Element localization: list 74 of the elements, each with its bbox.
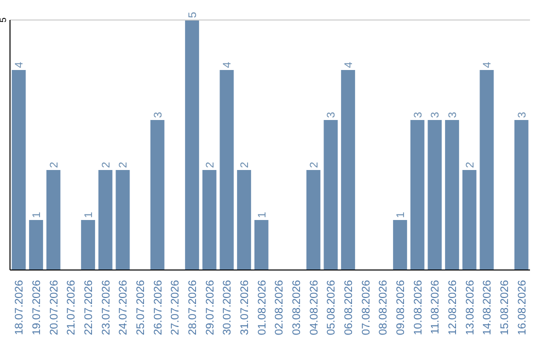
- x-tick-label: 08.08.2026: [378, 280, 390, 336]
- bar: [116, 170, 130, 270]
- x-tick-label: 30.07.2026: [222, 280, 234, 336]
- data-label: 4: [482, 62, 494, 68]
- bar: [514, 120, 528, 270]
- x-tick-label: 20.07.2026: [48, 280, 60, 336]
- data-label: 1: [395, 212, 408, 218]
- bar: [81, 220, 96, 270]
- bar: [98, 170, 112, 270]
- x-tick-label: 03.08.2026: [291, 280, 303, 336]
- x-tick-label: 16.08.2026: [516, 280, 528, 336]
- data-label: 2: [464, 162, 476, 168]
- bar: [185, 20, 200, 270]
- data-label: 3: [516, 112, 528, 118]
- bar: [341, 70, 356, 270]
- bar: [428, 120, 442, 270]
- data-label: 3: [430, 112, 442, 118]
- bar: [220, 70, 234, 270]
- x-tick-label: 14.08.2026: [482, 280, 494, 336]
- x-tick-label: 04.08.2026: [308, 280, 320, 336]
- bar: [462, 170, 476, 270]
- x-tick-label: 31.07.2026: [239, 280, 251, 336]
- bar: [29, 220, 44, 270]
- x-tick-label: 15.08.2026: [499, 280, 511, 336]
- data-label: 2: [308, 162, 320, 168]
- data-label: 2: [100, 162, 112, 168]
- data-label: 3: [447, 112, 460, 118]
- bar: [237, 170, 252, 270]
- data-label: 2: [239, 162, 252, 168]
- bar: [150, 120, 164, 270]
- x-tick-label: 23.07.2026: [100, 280, 112, 336]
- data-label: 1: [31, 212, 44, 218]
- x-tick-label: 12.08.2026: [447, 280, 459, 336]
- data-label: 2: [204, 162, 216, 168]
- x-tick-label: 22.07.2026: [83, 280, 95, 336]
- bar: [410, 120, 424, 270]
- bar: [480, 70, 494, 270]
- x-tick-label: 10.08.2026: [412, 280, 424, 336]
- data-label: 2: [48, 162, 60, 168]
- bar: [324, 120, 338, 270]
- data-label: 4: [343, 62, 356, 68]
- bar: [12, 70, 26, 270]
- data-label: 3: [412, 112, 424, 118]
- x-tick-label: 29.07.2026: [204, 280, 216, 336]
- x-tick-label: 27.07.2026: [170, 280, 182, 336]
- x-tick-label: 05.08.2026: [326, 280, 338, 336]
- x-tick-label: 28.07.2026: [187, 280, 199, 336]
- bar: [254, 220, 268, 270]
- data-label: 4: [222, 62, 234, 68]
- bar: [202, 170, 216, 270]
- x-tick-label: 01.08.2026: [256, 280, 268, 336]
- x-tick-label: 19.07.2026: [31, 280, 43, 336]
- x-tick-label: 13.08.2026: [464, 280, 476, 336]
- x-tick-label: 26.07.2026: [152, 280, 164, 336]
- x-tick-label: 24.07.2026: [118, 280, 130, 336]
- x-tick-label: 02.08.2026: [274, 280, 286, 336]
- x-tick-label: 25.07.2026: [135, 280, 147, 336]
- bar: [445, 120, 460, 270]
- data-label: 3: [326, 112, 338, 118]
- x-tick-label: 11.08.2026: [430, 280, 442, 334]
- bar: [393, 220, 408, 270]
- x-tick-label: 21.07.2026: [66, 280, 78, 336]
- data-label: 1: [256, 212, 268, 218]
- data-label: 3: [152, 112, 164, 118]
- x-tick-label: 06.08.2026: [343, 280, 355, 336]
- data-label: 2: [118, 162, 130, 168]
- data-label: 1: [83, 212, 96, 218]
- x-tick-label: 18.07.2026: [14, 280, 26, 336]
- bar: [306, 170, 320, 270]
- bar: [46, 170, 60, 270]
- data-label: 5: [187, 12, 200, 18]
- x-tick-label: 09.08.2026: [395, 280, 407, 336]
- x-tick-label: 07.08.2026: [360, 280, 372, 336]
- data-label: 4: [14, 62, 26, 68]
